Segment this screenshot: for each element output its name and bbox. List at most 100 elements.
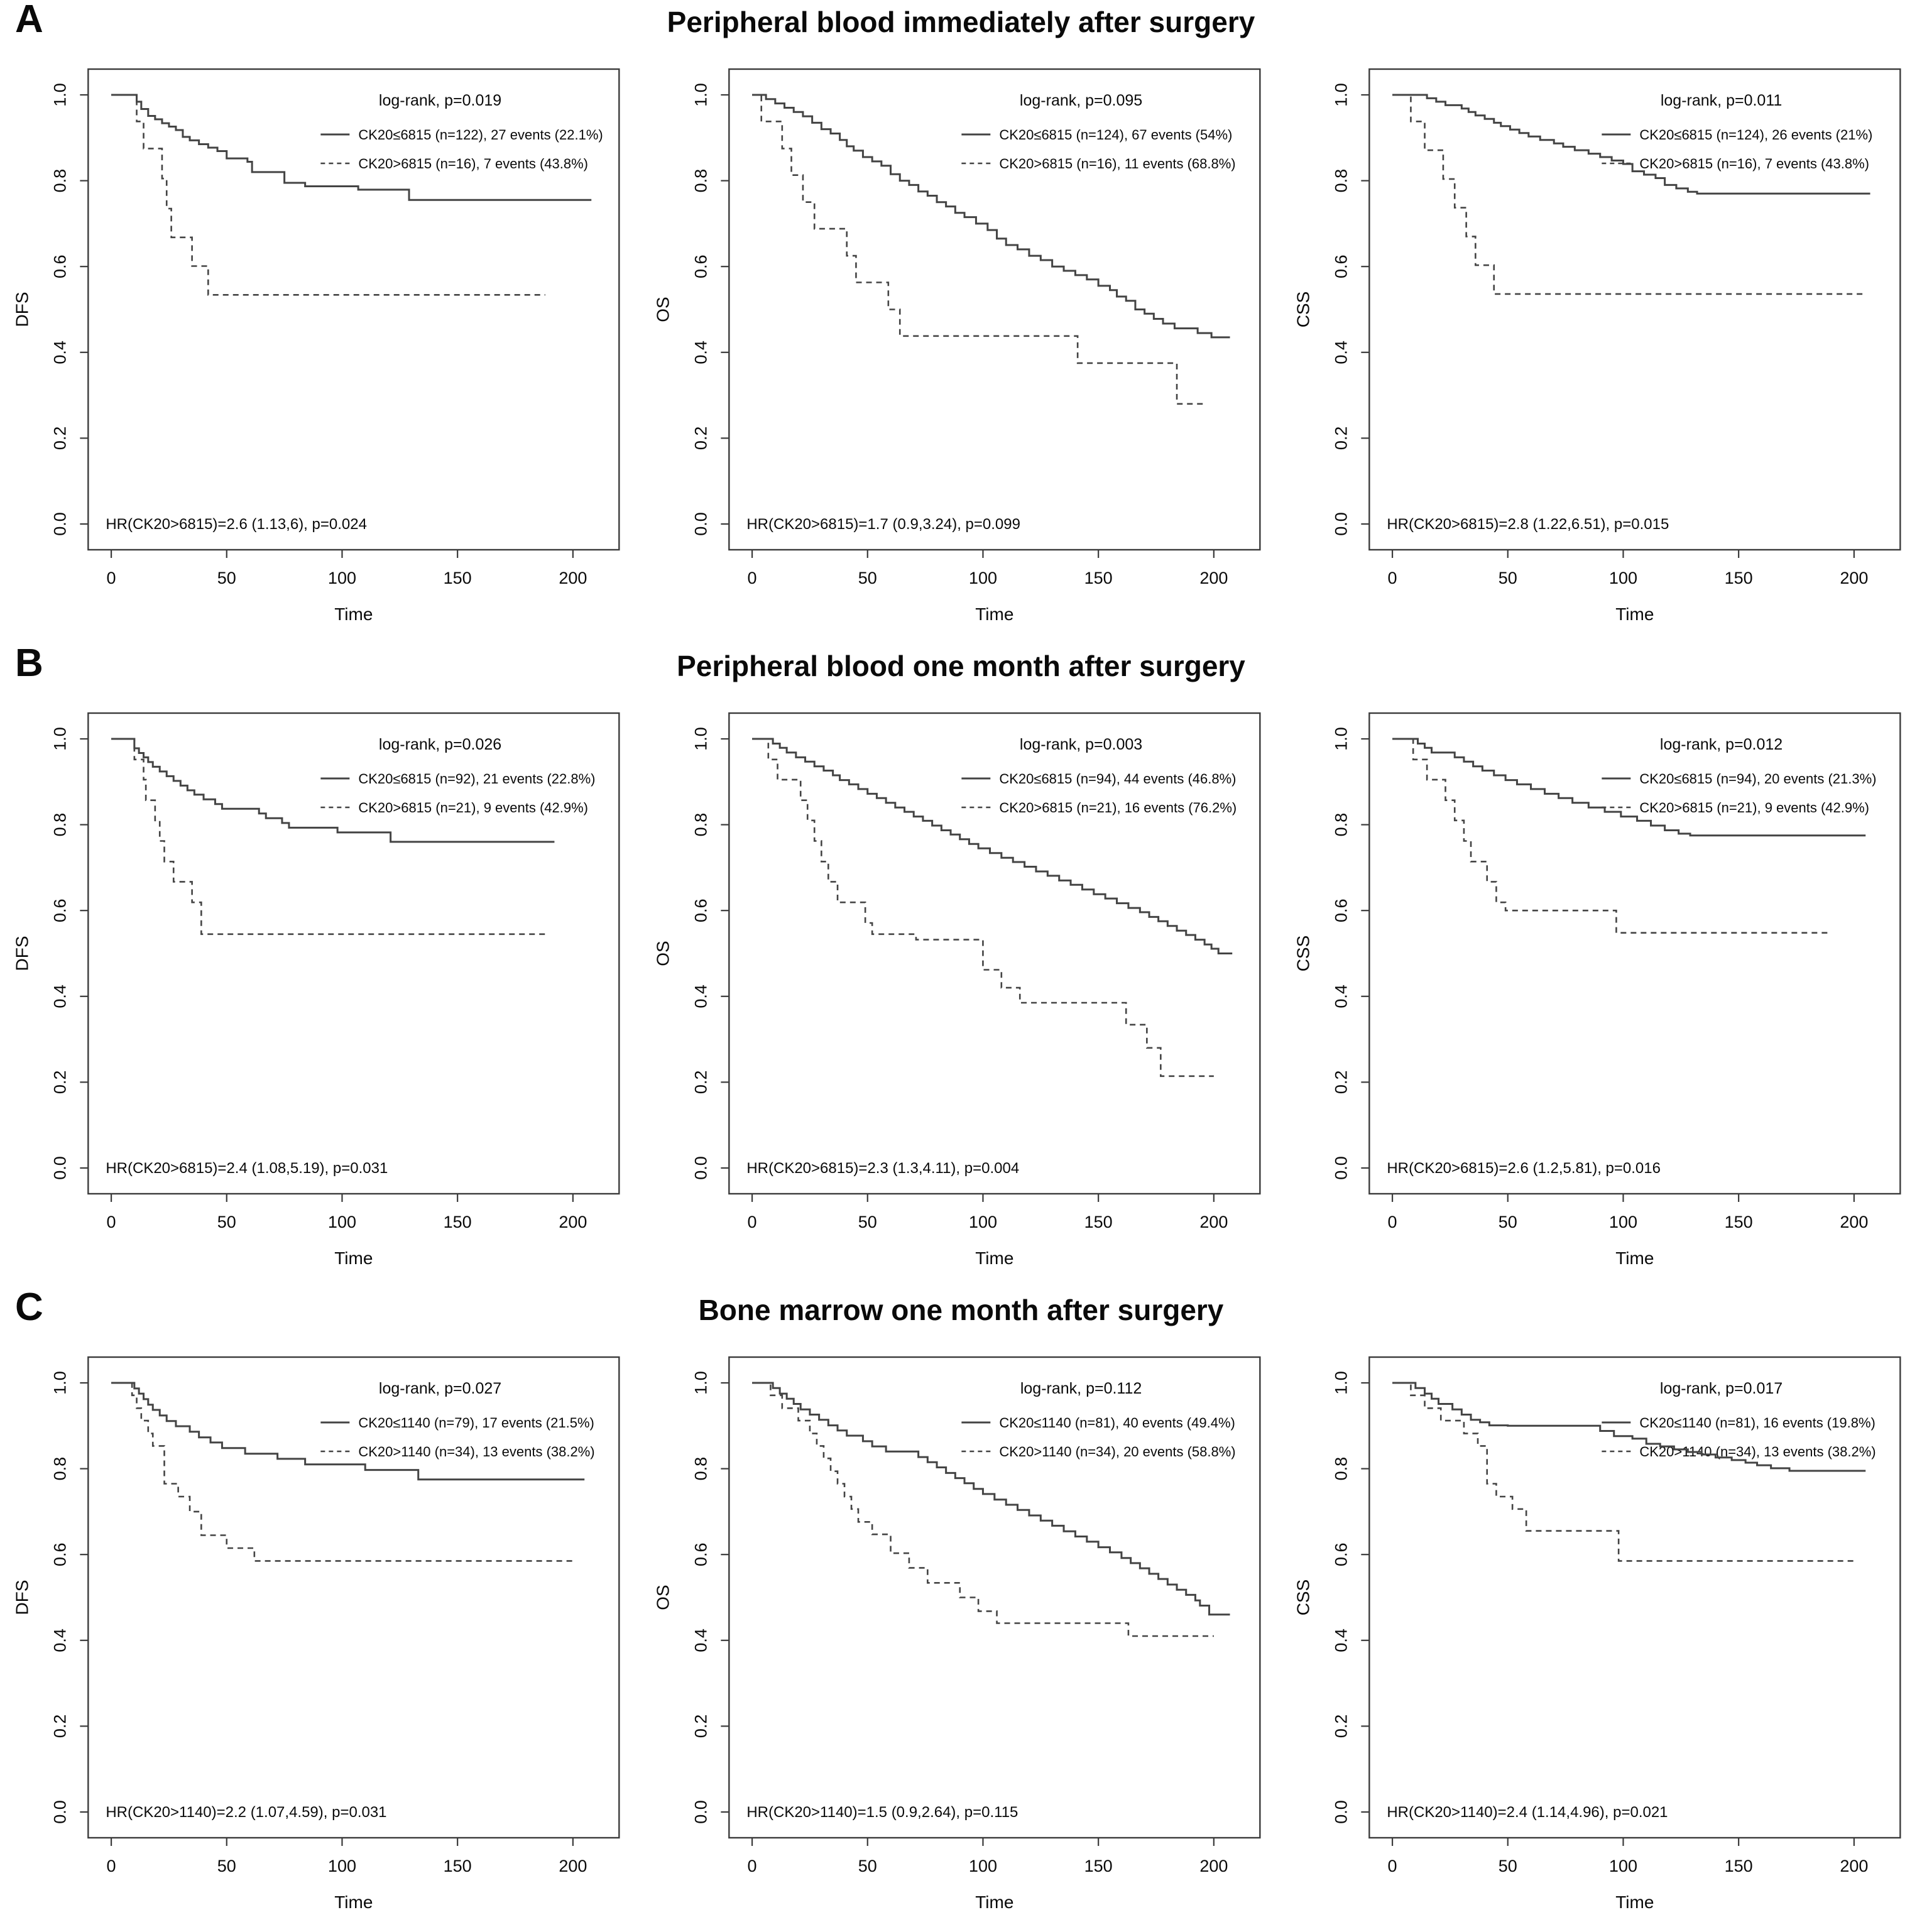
x-tick-label: 0 xyxy=(747,1213,756,1231)
x-tick-label: 0 xyxy=(107,569,116,587)
y-tick-label: 0.6 xyxy=(691,898,710,922)
y-tick-label: 0.6 xyxy=(691,254,710,278)
logrank-label: log-rank, p=0.095 xyxy=(1020,92,1142,109)
x-tick-label: 200 xyxy=(1199,1213,1228,1231)
plot-box xyxy=(728,712,1261,1195)
section-header: B Peripheral blood one month after surge… xyxy=(0,644,1922,704)
hr-annotation: HR(CK20>6815)=1.7 (0.9,3.24), p=0.099 xyxy=(746,516,1020,533)
legend-label: CK20≤1140 (n=79), 17 events (21.5%) xyxy=(358,1415,594,1431)
legend-label: CK20≤6815 (n=124), 67 events (54%) xyxy=(999,127,1232,143)
y-axis-title: CSS xyxy=(1294,936,1313,972)
y-tick-label: 0.2 xyxy=(691,427,710,450)
y-tick-label: 0.8 xyxy=(691,169,710,193)
legend-label: CK20>6815 (n=16), 7 events (43.8%) xyxy=(358,156,588,172)
km-curve-high-group xyxy=(1392,738,1832,934)
y-axis-title: CSS xyxy=(1294,292,1313,328)
y-tick-label: 0.0 xyxy=(691,1800,710,1824)
x-axis-title: Time xyxy=(1616,604,1654,624)
section-peripheral-blood-immediate: A Peripheral blood immediately after sur… xyxy=(0,0,1922,644)
y-tick-label: 0.2 xyxy=(1332,1071,1351,1094)
legend-label: CK20>6815 (n=21), 9 events (42.9%) xyxy=(1640,800,1870,816)
km-curve-high-group xyxy=(751,738,1214,1078)
section-peripheral-blood-one-month: B Peripheral blood one month after surge… xyxy=(0,644,1922,1288)
y-tick-label: 0.8 xyxy=(50,169,69,193)
x-tick-label: 50 xyxy=(858,1857,876,1875)
y-tick-label: 0.2 xyxy=(1332,1715,1351,1738)
y-tick-label: 0.4 xyxy=(1332,1629,1351,1652)
hr-annotation: HR(CK20>6815)=2.6 (1.13,6), p=0.024 xyxy=(106,516,367,533)
y-tick-label: 0.6 xyxy=(50,1542,69,1566)
km-panel-C-dfs: 0 50 100 150 200 0.0 0.2 0.4 0.6 0.8 1.0 Time DFS log… xyxy=(12,1356,620,1912)
y-tick-label: 0.6 xyxy=(691,1542,710,1566)
y-tick-label: 0.0 xyxy=(1332,512,1351,536)
x-tick-label: 0 xyxy=(747,569,756,587)
y-tick-label: 0.0 xyxy=(691,1156,710,1180)
legend-label: CK20>1140 (n=34), 20 events (58.8%) xyxy=(999,1444,1235,1460)
km-panel-A-css: 0 50 100 150 200 0.0 0.2 0.4 0.6 0.8 1.0 Time CSS log… xyxy=(1294,68,1901,624)
x-axis-title: Time xyxy=(1616,1248,1654,1268)
legend-label: CK20>6815 (n=21), 16 events (76.2%) xyxy=(999,800,1237,816)
plot-box xyxy=(728,1356,1261,1839)
y-axis-title: DFS xyxy=(12,1580,31,1615)
section-header: A Peripheral blood immediately after sur… xyxy=(0,0,1922,60)
section-title: Peripheral blood one month after surgery xyxy=(677,650,1245,682)
y-tick-label: 0.8 xyxy=(1332,169,1351,193)
x-tick-label: 50 xyxy=(1499,1213,1517,1231)
x-tick-label: 0 xyxy=(107,1857,116,1875)
x-tick-label: 0 xyxy=(747,1857,756,1875)
x-tick-label: 200 xyxy=(1199,569,1228,587)
x-tick-label: 50 xyxy=(1499,569,1517,587)
y-axis-title: DFS xyxy=(12,936,31,971)
y-tick-label: 0.6 xyxy=(50,898,69,922)
km-curve-low-group xyxy=(751,94,1230,339)
x-tick-label: 100 xyxy=(1609,569,1637,587)
x-tick-label: 150 xyxy=(1084,569,1112,587)
y-tick-label: 0.0 xyxy=(50,512,69,536)
km-curve-low-group xyxy=(111,1382,585,1481)
y-tick-label: 0.4 xyxy=(1332,341,1351,364)
logrank-label: log-rank, p=0.003 xyxy=(1020,736,1142,753)
y-tick-label: 1.0 xyxy=(691,1371,710,1395)
km-curve-low-group xyxy=(751,738,1232,954)
y-tick-label: 0.0 xyxy=(50,1156,69,1180)
x-tick-label: 150 xyxy=(1725,1213,1753,1231)
km-panel-C-os: 0 50 100 150 200 0.0 0.2 0.4 0.6 0.8 1.0 Time OS log-… xyxy=(653,1356,1261,1912)
y-tick-label: 0.4 xyxy=(50,985,69,1008)
hr-annotation: HR(CK20>6815)=2.4 (1.08,5.19), p=0.031 xyxy=(106,1160,388,1177)
y-tick-label: 0.8 xyxy=(691,813,710,837)
x-tick-label: 200 xyxy=(559,1213,587,1231)
x-tick-label: 50 xyxy=(858,1213,876,1231)
y-tick-label: 0.4 xyxy=(691,341,710,364)
km-panel-B-dfs: 0 50 100 150 200 0.0 0.2 0.4 0.6 0.8 1.0 Time DFS log… xyxy=(12,712,620,1268)
x-tick-label: 150 xyxy=(1084,1857,1112,1875)
legend-label: CK20>6815 (n=16), 7 events (43.8%) xyxy=(1640,156,1870,172)
y-axis-title: OS xyxy=(653,1585,672,1610)
hr-annotation: HR(CK20>1140)=1.5 (0.9,2.64), p=0.115 xyxy=(746,1804,1018,1821)
y-tick-label: 0.8 xyxy=(1332,813,1351,837)
x-axis-title: Time xyxy=(975,604,1013,624)
y-tick-label: 0.4 xyxy=(50,1629,69,1652)
x-tick-label: 100 xyxy=(328,1857,356,1875)
y-axis-title: OS xyxy=(653,297,672,322)
legend-label: CK20≤6815 (n=94), 20 events (21.3%) xyxy=(1640,771,1877,787)
km-curve-low-group xyxy=(111,94,592,201)
legend-label: CK20≤6815 (n=124), 26 events (21%) xyxy=(1640,127,1873,143)
x-axis-title: Time xyxy=(334,1892,373,1912)
x-tick-label: 150 xyxy=(444,1213,472,1231)
y-tick-label: 1.0 xyxy=(1332,727,1351,751)
x-tick-label: 0 xyxy=(107,1213,116,1231)
x-tick-label: 50 xyxy=(858,569,876,587)
x-tick-label: 0 xyxy=(1388,1857,1397,1875)
km-curve-high-group xyxy=(111,94,545,296)
x-tick-label: 150 xyxy=(1084,1213,1112,1231)
km-panel-A-dfs: 0 50 100 150 200 0.0 0.2 0.4 0.6 0.8 1.0 Time DFS log… xyxy=(12,68,620,624)
y-tick-label: 0.6 xyxy=(1332,254,1351,278)
y-tick-label: 0.0 xyxy=(691,512,710,536)
plot-box xyxy=(87,712,620,1195)
legend-label: CK20>1140 (n=34), 13 events (38.2%) xyxy=(358,1444,594,1460)
y-tick-label: 0.0 xyxy=(1332,1156,1351,1180)
y-tick-label: 0.2 xyxy=(691,1715,710,1738)
y-tick-label: 0.4 xyxy=(691,1629,710,1652)
section-letter: A xyxy=(15,0,43,41)
y-tick-label: 0.2 xyxy=(50,1715,69,1738)
